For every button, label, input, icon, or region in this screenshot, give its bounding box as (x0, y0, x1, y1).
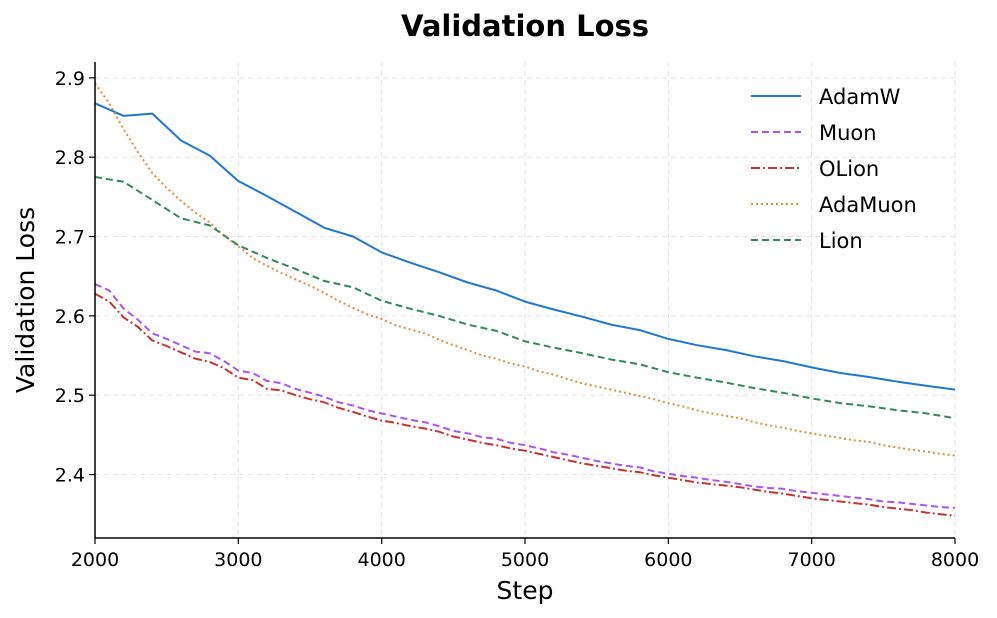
y-tick-label: 2.5 (55, 385, 85, 407)
y-tick-label: 2.6 (55, 306, 85, 328)
legend-label-olion: OLion (819, 157, 879, 181)
y-tick-label: 2.8 (55, 147, 85, 169)
x-tick-label: 7000 (787, 549, 835, 571)
y-tick-label: 2.4 (55, 465, 85, 487)
series-lines (94, 82, 956, 517)
chart-title: Validation Loss (401, 9, 649, 43)
legend-label-muon: Muon (819, 121, 877, 145)
x-ticks: 2000 3000 4000 5000 6000 7000 8000 (71, 538, 979, 571)
y-tick-label: 2.9 (55, 68, 85, 90)
legend: AdamW Muon OLion AdaMuon Lion (751, 85, 917, 253)
x-axis-label: Step (497, 576, 554, 605)
grid (94, 62, 956, 538)
series-line-lion (94, 176, 956, 420)
series-line-olion (94, 292, 956, 517)
y-tick-label: 2.7 (55, 227, 85, 249)
legend-label-adamuon: AdaMuon (819, 193, 917, 217)
series-line-muon (94, 283, 956, 509)
x-tick-label: 5000 (501, 549, 549, 571)
x-tick-label: 6000 (644, 549, 692, 571)
legend-label-lion: Lion (819, 229, 863, 253)
x-tick-label: 2000 (71, 549, 119, 571)
y-axis-label: Validation Loss (11, 207, 40, 393)
x-tick-label: 8000 (931, 549, 979, 571)
x-tick-label: 3000 (214, 549, 262, 571)
series-line-adamw (94, 102, 956, 391)
y-ticks: 2.4 2.5 2.6 2.7 2.8 2.9 (55, 68, 95, 487)
x-tick-label: 4000 (357, 549, 405, 571)
legend-label-adamw: AdamW (819, 85, 901, 109)
